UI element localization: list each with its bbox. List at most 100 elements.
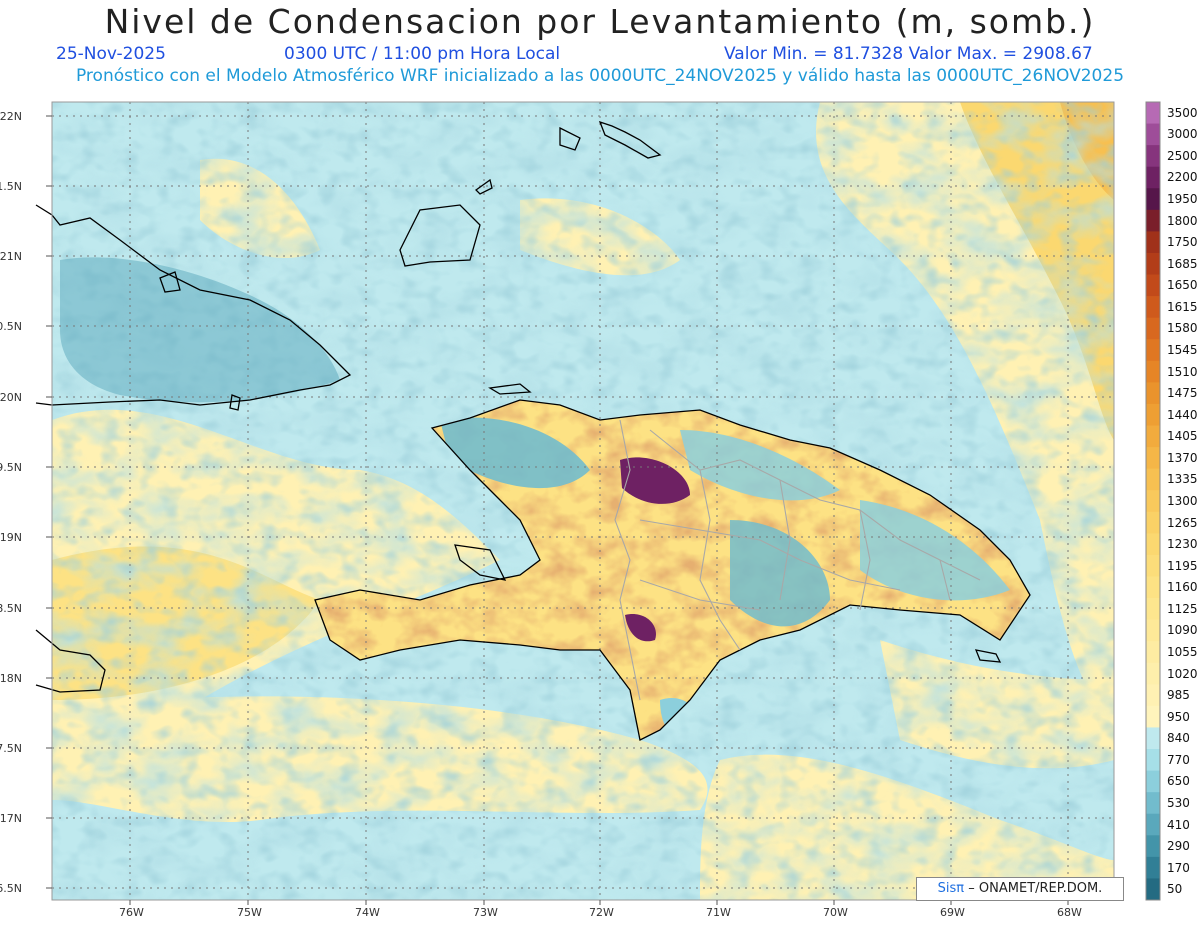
colorbar-label: 1650 <box>1167 278 1198 293</box>
lon-label: 69W <box>940 906 965 919</box>
colorbar-label: 1265 <box>1167 515 1198 530</box>
colorbar-label: 3500 <box>1167 105 1198 120</box>
forecast-date: 25-Nov-2025 <box>56 44 166 64</box>
colorbar-label: 950 <box>1167 709 1190 724</box>
sispi-logo: Sisπ <box>937 881 965 896</box>
forecast-description: Pronóstico con el Modelo Atmosférico WRF… <box>75 66 1125 86</box>
lat-label: 18.5N <box>0 602 22 615</box>
lat-label: 16.5N <box>0 882 22 895</box>
colorbar-label: 1230 <box>1167 537 1198 552</box>
colorbar-swatch <box>1146 619 1160 642</box>
credit-text: – ONAMET/REP.DOM. <box>968 881 1103 896</box>
colorbar-label: 1405 <box>1167 429 1198 444</box>
colorbar-label: 1090 <box>1167 623 1198 638</box>
colorbar-swatch <box>1146 705 1160 728</box>
lon-label: 68W <box>1057 906 1082 919</box>
colorbar-swatch <box>1146 252 1160 276</box>
colorbar-swatch <box>1146 102 1160 125</box>
colorbar-swatch <box>1146 835 1160 858</box>
province-borders <box>614 419 981 701</box>
lat-label: 22N <box>0 110 22 123</box>
colorbar-label: 1335 <box>1167 472 1198 487</box>
lat-label: 21N <box>0 250 22 263</box>
colorbar-label: 530 <box>1167 795 1190 810</box>
colorbar <box>1145 101 1161 901</box>
colorbar-border <box>1145 101 1161 901</box>
lat-label: 19N <box>0 531 22 544</box>
lat-label: 20N <box>0 391 22 404</box>
colorbar-swatch <box>1146 468 1160 491</box>
colorbar-swatch <box>1146 554 1160 577</box>
colorbar-swatch <box>1146 684 1160 707</box>
map-title: Nivel de Condensacion por Levantamiento … <box>104 2 1096 41</box>
colorbar-swatch <box>1146 209 1160 232</box>
lat-label: 20.5N <box>0 320 22 333</box>
colorbar-swatch <box>1146 188 1160 211</box>
colorbar-label: 1370 <box>1167 450 1198 465</box>
colorbar-label: 1055 <box>1167 644 1198 659</box>
colorbar-swatch <box>1146 749 1160 772</box>
colorbar-swatch <box>1146 447 1160 470</box>
colorbar-swatch <box>1146 641 1160 664</box>
min-max-values: Valor Min. = 81.7328 Valor Max. = 2908.6… <box>724 44 1093 64</box>
colorbar-label: 170 <box>1167 860 1190 875</box>
colorbar-label: 1440 <box>1167 407 1198 422</box>
colorbar-swatch <box>1146 166 1160 189</box>
colorbar-swatch <box>1146 231 1160 254</box>
colorbar-label: 1950 <box>1167 192 1198 207</box>
colorbar-label: 3000 <box>1167 127 1198 142</box>
colorbar-label: 1020 <box>1167 666 1198 681</box>
colorbar-swatch <box>1146 339 1160 362</box>
colorbar-label: 1685 <box>1167 256 1198 271</box>
lon-label: 74W <box>355 906 380 919</box>
colorbar-swatch <box>1146 403 1160 427</box>
forecast-time: 0300 UTC / 11:00 pm Hora Local <box>284 44 561 64</box>
lat-label: 17.5N <box>0 742 22 755</box>
colorbar-label: 840 <box>1167 731 1190 746</box>
colorbar-swatch <box>1146 360 1160 383</box>
colorbar-label: 1750 <box>1167 235 1198 250</box>
colorbar-swatch <box>1146 296 1160 319</box>
lon-label: 72W <box>589 906 614 919</box>
colorbar-swatch <box>1146 770 1160 793</box>
colorbar-label: 50 <box>1167 882 1183 897</box>
lon-label: 70W <box>823 906 848 919</box>
colorbar-swatch <box>1146 274 1160 297</box>
colorbar-swatch <box>1146 792 1160 815</box>
colorbar-label: 2500 <box>1167 148 1198 163</box>
lat-label: 18N <box>0 672 22 685</box>
colorbar-label: 1300 <box>1167 494 1198 508</box>
colorbar-label: 2200 <box>1167 170 1198 185</box>
colorbar-label: 1475 <box>1167 386 1198 401</box>
colorbar-swatch <box>1146 511 1160 534</box>
colorbar-swatch <box>1146 533 1160 556</box>
colorbar-swatch <box>1146 878 1160 901</box>
lon-label: 75W <box>237 906 262 919</box>
lat-label: 17N <box>0 812 22 825</box>
colorbar-swatch <box>1146 576 1160 599</box>
colorbar-swatch <box>1146 727 1160 750</box>
colorbar-label: 985 <box>1167 688 1190 703</box>
colorbar-label: 770 <box>1167 752 1190 767</box>
colorbar-label: 1195 <box>1167 558 1198 573</box>
colorbar-label: 1545 <box>1167 343 1198 358</box>
colorbar-swatch <box>1146 425 1160 448</box>
colorbar-label: 1580 <box>1167 321 1198 336</box>
lat-label: 19.5N <box>0 461 22 474</box>
colorbar-label: 1615 <box>1167 299 1198 314</box>
lon-label: 71W <box>706 906 731 919</box>
lon-label: 73W <box>473 906 498 919</box>
colorbar-swatch <box>1146 382 1160 405</box>
colorbar-swatch <box>1146 598 1160 621</box>
colorbar-swatch <box>1146 490 1160 513</box>
colorbar-swatch <box>1146 856 1160 879</box>
colorbar-label: 1800 <box>1167 213 1198 228</box>
colorbar-swatch <box>1146 662 1160 685</box>
colorbar-swatch <box>1146 317 1160 340</box>
colorbar-label: 1125 <box>1167 601 1198 616</box>
colorbar-label: 1160 <box>1167 580 1198 595</box>
colorbar-label: 1510 <box>1167 364 1198 379</box>
gridlines <box>52 102 1114 900</box>
lon-label: 76W <box>119 906 144 919</box>
